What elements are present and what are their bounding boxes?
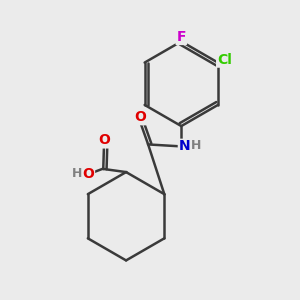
Text: O: O xyxy=(82,167,94,181)
Text: O: O xyxy=(98,134,110,147)
Text: Cl: Cl xyxy=(217,52,232,67)
Text: H: H xyxy=(72,167,83,180)
Text: H: H xyxy=(191,139,201,152)
Text: N: N xyxy=(178,139,190,153)
Text: O: O xyxy=(134,110,146,124)
Text: F: F xyxy=(176,30,186,44)
